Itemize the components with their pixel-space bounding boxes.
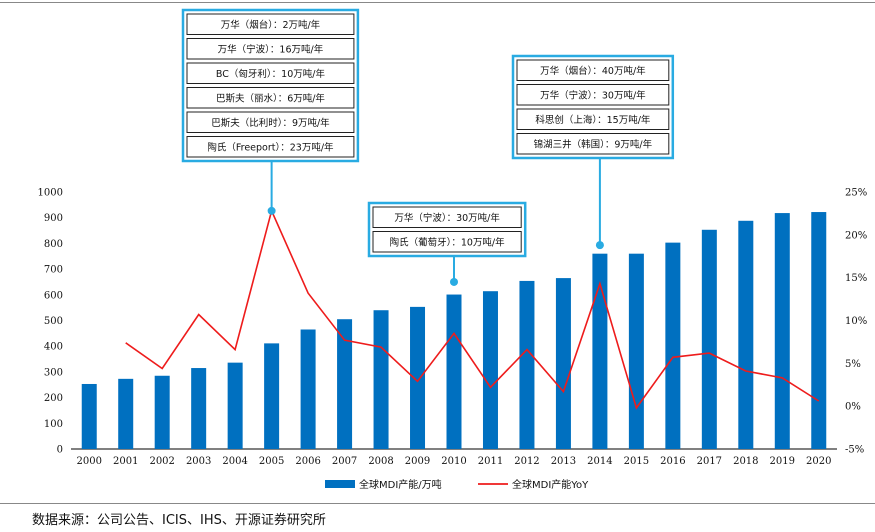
x-tick-label: 2005 [259, 456, 284, 467]
x-tick-label: 2006 [295, 456, 320, 467]
bar [300, 329, 316, 449]
callout-item-text: 巴斯夫（丽水）：6万吨/年 [216, 92, 325, 104]
y-left-tick-label: 1000 [38, 188, 63, 199]
bar [118, 378, 134, 449]
y-left-tick-label: 600 [44, 290, 63, 301]
y-left-tick-label: 300 [44, 367, 63, 378]
y-right-tick-label: -5% [845, 445, 864, 456]
x-tick-label: 2014 [587, 456, 612, 467]
bar [337, 319, 353, 449]
x-tick-label: 2013 [551, 456, 576, 467]
callout-item-box [186, 38, 355, 60]
bar [665, 242, 681, 449]
y-left-tick-label: 200 [44, 393, 63, 404]
yoy-line [125, 208, 820, 410]
callout-item-box [516, 133, 670, 155]
y-left-tick-label: 800 [44, 239, 63, 250]
bottom-rule [0, 503, 875, 504]
bar [227, 362, 243, 449]
x-tick-label: 2011 [478, 456, 503, 467]
x-tick-label: 2019 [770, 456, 795, 467]
callout-item-box [186, 62, 355, 84]
callout-box [181, 8, 360, 163]
x-tick-label: 2015 [624, 456, 649, 467]
x-tick-label: 2016 [660, 456, 685, 467]
x-tick-label: 2018 [733, 456, 758, 467]
bar [410, 306, 426, 449]
callout-item-text: 陶氏（葡萄牙）：10万吨/年 [390, 236, 506, 248]
bar [519, 280, 535, 449]
callout-item-text: 万华（烟台）：40万吨/年 [540, 65, 646, 77]
bar [811, 212, 827, 449]
source-note: 数据来源：公司公告、ICIS、IHS、开源证券研究所 [32, 513, 326, 528]
bar [154, 375, 170, 449]
y-left-tick-label: 100 [44, 419, 63, 430]
y-left-tick-label: 900 [44, 213, 63, 224]
x-tick-label: 2004 [222, 456, 247, 467]
callout-item-text: 科思创（上海）：15万吨/年 [535, 114, 651, 126]
bar [738, 220, 754, 449]
y-right-tick-label: 25% [845, 188, 867, 199]
y-right-tick-label: 20% [845, 230, 867, 241]
bar [774, 213, 790, 449]
y-left-tick-label: 0 [57, 445, 63, 456]
callout-item-text: BC（匈牙利）：10万吨/年 [216, 68, 326, 80]
callout-item-box [516, 108, 670, 130]
bar [701, 229, 717, 449]
x-tick-label: 2010 [441, 456, 466, 467]
x-tick-label: 2017 [697, 456, 722, 467]
y-right-tick-label: 10% [845, 316, 867, 327]
legend-line-label: 全球MDI产能YoY [512, 478, 589, 491]
y-left-tick-label: 500 [44, 316, 63, 327]
top-rule [0, 2, 875, 3]
legend-bar-swatch [325, 480, 355, 488]
callout-item-text: 万华（宁波）：30万吨/年 [540, 89, 646, 101]
callout-item-box [186, 111, 355, 133]
bar [592, 253, 608, 449]
bar [191, 368, 207, 449]
x-tick-label: 2012 [514, 456, 539, 467]
callout-item-text: 万华（宁波）：30万吨/年 [394, 212, 500, 224]
y-right-tick-label: 5% [845, 359, 861, 370]
bar [81, 383, 97, 449]
y-right-tick-label: 0% [845, 402, 861, 413]
legend-bar-label: 全球MDI产能/万吨 [359, 478, 442, 491]
x-tick-label: 2000 [77, 456, 102, 467]
callout-item-box [516, 59, 670, 81]
bar [446, 294, 462, 449]
x-tick-label: 2007 [332, 456, 357, 467]
y-left-tick-label: 400 [44, 342, 63, 353]
y-left-tick-label: 700 [44, 265, 63, 276]
callout-item-box [186, 13, 355, 35]
callout-item-text: 万华（宁波）：16万吨/年 [218, 43, 324, 55]
callout-item-box [372, 206, 522, 228]
callout-item-box [186, 87, 355, 109]
callout-item-text: 锦湖三井（韩国）：9万吨/年 [534, 138, 653, 150]
callout-item-box [516, 84, 670, 106]
callout-item-box [372, 231, 522, 253]
x-tick-label: 2002 [149, 456, 174, 467]
callout-item-text: 巴斯夫（比利时）：9万吨/年 [211, 117, 330, 129]
callout-dot [450, 277, 458, 286]
bar [555, 278, 571, 449]
bar [373, 310, 389, 449]
bar [264, 343, 280, 449]
x-tick-label: 2003 [186, 456, 211, 467]
x-tick-label: 2009 [405, 456, 430, 467]
callout-item-box [186, 136, 355, 158]
callout-item-text: 万华（烟台）：2万吨/年 [221, 19, 321, 31]
callout-dot [267, 206, 276, 215]
x-tick-label: 2001 [113, 456, 138, 467]
x-tick-label: 2020 [806, 456, 831, 467]
x-tick-label: 2008 [368, 456, 393, 467]
bar [482, 291, 498, 449]
bar [628, 253, 644, 449]
callout-dot [595, 241, 604, 250]
callout-item-text: 陶氏（Freeport）：23万吨/年 [207, 141, 334, 153]
y-right-tick-label: 15% [845, 273, 867, 284]
